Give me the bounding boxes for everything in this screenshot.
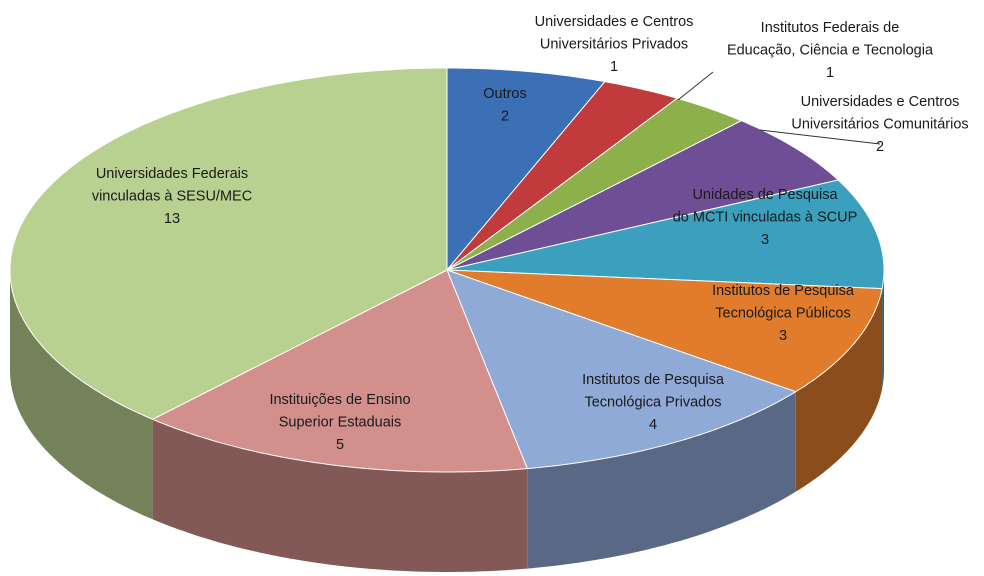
label-line: Superior Estaduais <box>279 414 402 430</box>
value-label: 5 <box>336 437 344 453</box>
label-line: Institutos de Pesquisa <box>712 283 855 299</box>
label-line: vinculadas à SESU/MEC <box>92 188 252 204</box>
slice <box>446 120 840 271</box>
slice <box>9 67 448 420</box>
slice-label: Universidades e Centros Universitários Pr… <box>535 14 694 75</box>
label-line: Tecnológica Públicos <box>715 305 850 321</box>
value-label: 1 <box>826 65 834 81</box>
slice-label: Outros 2 <box>483 86 527 125</box>
value-label: 2 <box>501 108 509 124</box>
slice <box>446 97 743 271</box>
label-line: Universidades e Centros <box>801 94 960 110</box>
label-line: Institutos de Pesquisa <box>582 372 725 388</box>
slice <box>446 269 797 470</box>
slice <box>446 269 883 393</box>
value-label: 1 <box>610 59 618 75</box>
leader-line <box>759 129 881 145</box>
value-label: 13 <box>164 211 180 227</box>
slice-label: Universidades e Centros Universitários Co… <box>791 94 968 155</box>
slice-label: Instituições de Ensino Superior Estaduais… <box>269 392 410 453</box>
label-line: Tecnológica Privados <box>584 394 721 410</box>
label-line: Unidades de Pesquisa <box>692 187 838 203</box>
slice-side <box>527 391 796 569</box>
slice <box>446 81 679 271</box>
value-label: 2 <box>876 139 884 155</box>
slice-label: Institutos de Pesquisa Tecnológica Privad… <box>582 372 725 433</box>
slice-label: Universidades Federais vinculadas à SESU/… <box>92 166 252 227</box>
label-line: Universidades Federais <box>96 166 248 182</box>
slice-side <box>882 270 884 389</box>
slice-side <box>152 419 528 572</box>
leader-line <box>677 71 714 101</box>
value-label: 3 <box>761 232 769 248</box>
label-line: Educação, Ciência e Tecnologia <box>727 42 934 58</box>
slice-label: Institutos de Pesquisa Tecnológica Públic… <box>712 283 855 344</box>
slice-label: Unidades de Pesquisa do MCTI vinculadas à… <box>673 187 858 248</box>
label-line: Outros <box>483 86 527 102</box>
label-line: Universitários Privados <box>540 36 688 52</box>
label-line: Universitários Comunitários <box>791 116 968 132</box>
label-line: do MCTI vinculadas à SCUP <box>673 209 858 225</box>
slice-label: Institutos Federais de Educação, Ciência … <box>727 20 934 81</box>
label-line: Institutos Federais de <box>761 20 900 36</box>
slice-side <box>10 270 153 520</box>
slice <box>151 269 529 473</box>
value-label: 3 <box>779 328 787 344</box>
label-line: Universidades e Centros <box>535 14 694 30</box>
slice-side <box>795 288 883 492</box>
label-line: Instituições de Ensino <box>269 392 410 408</box>
slice <box>446 179 885 290</box>
value-label: 4 <box>649 417 657 433</box>
slice <box>446 67 606 272</box>
